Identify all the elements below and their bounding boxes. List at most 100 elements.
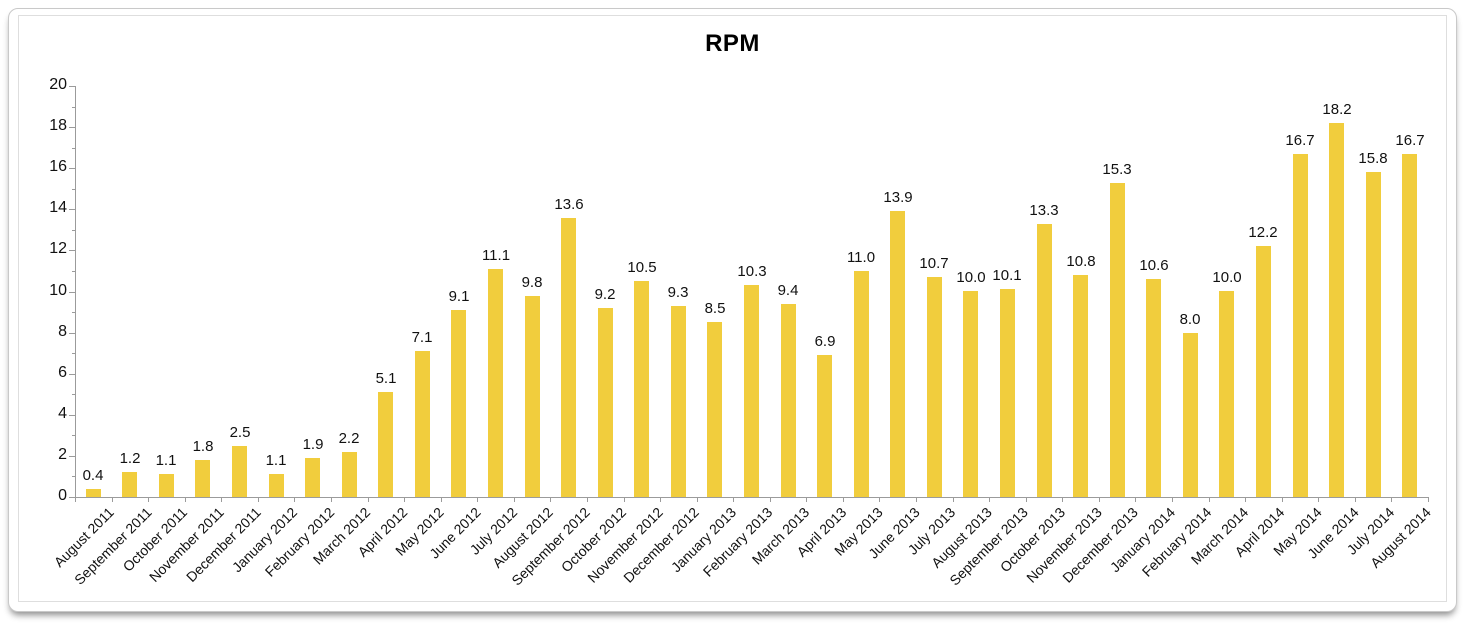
bar (1366, 172, 1381, 497)
chart-title: RPM (705, 30, 760, 57)
y-tick-label: 10 (49, 282, 67, 299)
y-minor-tick (72, 107, 75, 108)
y-major-tick (69, 292, 75, 293)
x-tick (477, 497, 478, 502)
y-major-tick (69, 127, 75, 128)
x-tick (806, 497, 807, 502)
bar (1073, 275, 1088, 497)
bar-value-label: 10.3 (737, 263, 767, 280)
bar-value-label: 10.0 (956, 269, 986, 286)
bar (1293, 154, 1308, 497)
y-axis (75, 86, 76, 498)
bar-value-label: 18.2 (1322, 101, 1352, 118)
bar-value-label: 9.1 (448, 288, 470, 305)
bar-value-label: 16.7 (1285, 132, 1315, 149)
bar (451, 310, 466, 497)
x-tick (879, 497, 880, 502)
x-tick (75, 497, 76, 502)
x-tick (624, 497, 625, 502)
y-tick-label: 0 (58, 487, 67, 504)
x-tick (1026, 497, 1027, 502)
bar-value-label: 5.1 (375, 370, 397, 387)
y-tick-label: 20 (49, 76, 67, 93)
bar-value-label: 15.8 (1358, 150, 1388, 167)
bar (232, 446, 247, 497)
bar-value-label: 7.1 (411, 329, 433, 346)
bar-value-label: 1.2 (119, 450, 141, 467)
y-major-tick (69, 456, 75, 457)
x-tick (1318, 497, 1319, 502)
bar-value-label: 13.9 (883, 189, 913, 206)
y-tick-label: 6 (58, 364, 67, 381)
x-tick (1245, 497, 1246, 502)
y-major-tick (69, 168, 75, 169)
y-major-tick (69, 209, 75, 210)
bar (86, 489, 101, 497)
bar (781, 304, 796, 497)
bar (561, 218, 576, 497)
x-axis (75, 497, 1429, 498)
bar-value-label: 16.7 (1395, 132, 1425, 149)
x-tick (1355, 497, 1356, 502)
x-tick (441, 497, 442, 502)
bar-value-label: 1.1 (155, 452, 177, 469)
bar (854, 271, 869, 497)
x-tick (660, 497, 661, 502)
bar (378, 392, 393, 497)
bar (525, 296, 540, 497)
y-major-tick (69, 250, 75, 251)
bar (817, 355, 832, 497)
plot-frame (18, 15, 1447, 602)
y-tick-label: 14 (49, 199, 67, 216)
bar-value-label: 12.2 (1248, 224, 1278, 241)
bar-value-label: 10.1 (992, 267, 1022, 284)
bar (927, 277, 942, 497)
x-tick (989, 497, 990, 502)
bar (1183, 333, 1198, 497)
x-tick (148, 497, 149, 502)
bar (342, 452, 357, 497)
y-minor-tick (72, 148, 75, 149)
bar-value-label: 9.3 (667, 284, 689, 301)
bar-value-label: 0.4 (82, 467, 104, 484)
bar-value-label: 2.5 (229, 424, 251, 441)
x-tick (733, 497, 734, 502)
bar (744, 285, 759, 497)
bar-value-label: 10.5 (627, 259, 657, 276)
bar-value-label: 11.1 (481, 247, 511, 264)
bar (122, 472, 137, 497)
bar-value-label: 13.6 (554, 196, 584, 213)
bar (195, 460, 210, 497)
bar (415, 351, 430, 497)
bar-value-label: 9.8 (521, 274, 543, 291)
bar (488, 269, 503, 497)
bar (634, 281, 649, 497)
bar (1110, 183, 1125, 497)
bar (598, 308, 613, 497)
bar-value-label: 8.0 (1179, 311, 1201, 328)
y-tick-label: 2 (58, 446, 67, 463)
y-tick-label: 12 (49, 240, 67, 257)
x-tick (697, 497, 698, 502)
x-tick (258, 497, 259, 502)
bar-value-label: 10.6 (1139, 257, 1169, 274)
x-tick (331, 497, 332, 502)
x-tick (1209, 497, 1210, 502)
y-minor-tick (72, 271, 75, 272)
y-minor-tick (72, 476, 75, 477)
bar (1146, 279, 1161, 497)
x-tick (953, 497, 954, 502)
y-minor-tick (72, 435, 75, 436)
bar-value-label: 2.2 (338, 430, 360, 447)
y-major-tick (69, 86, 75, 87)
x-tick (1428, 497, 1429, 502)
bar (305, 458, 320, 497)
y-minor-tick (72, 394, 75, 395)
x-tick (404, 497, 405, 502)
bar-value-label: 9.4 (777, 282, 799, 299)
x-tick (1062, 497, 1063, 502)
bar-value-label: 11.0 (846, 249, 876, 266)
x-tick (1099, 497, 1100, 502)
bar-value-label: 15.3 (1102, 161, 1132, 178)
